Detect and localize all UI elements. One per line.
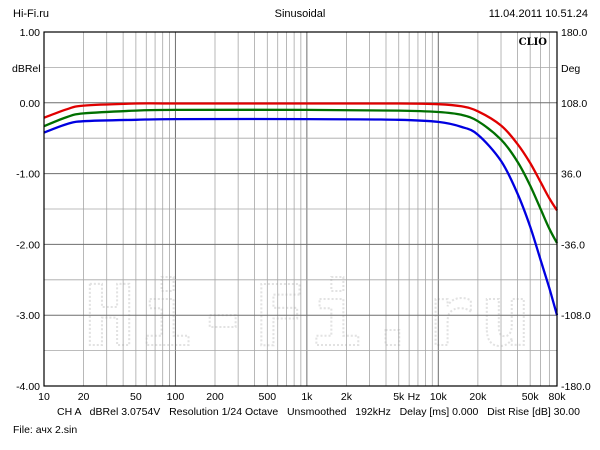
x-tick-label: 200 [206, 391, 224, 403]
x-tick-label: 1k [301, 391, 313, 403]
x-tick-label: 50k [522, 391, 540, 403]
x-tick-label: 10 [38, 391, 50, 403]
x-tick-label: 10k [430, 391, 448, 403]
y-tick-label-left: -1.00 [16, 169, 40, 181]
y-tick-label-right: 108.0 [561, 98, 587, 110]
brand-label: CLIO [519, 37, 548, 48]
watermark-logo: Hi-Fi.ru [84, 267, 537, 365]
y-tick-label-right: 180.0 [561, 27, 587, 39]
measurement-settings-line: CH A dBRel 3.0754V Resolution 1/24 Octav… [57, 406, 580, 418]
plot-frame [43, 31, 558, 387]
x-tick-label: 20k [469, 391, 487, 403]
series-line-3 [43, 117, 559, 316]
x-tick-label: 80k [549, 391, 567, 403]
y-tick-label-right: -108.0 [561, 310, 591, 322]
y-tick-label-left: 0.00 [20, 98, 41, 110]
header-signal-type: Sinusoidal [274, 8, 326, 20]
x-tick-label: 50 [130, 391, 142, 403]
x-tick-label: 500 [259, 391, 277, 403]
x-tick-label: 2k [341, 391, 353, 403]
x-tick-label: 20 [78, 391, 90, 403]
header-timestamp: 11.04.2011 10.51.24 [488, 8, 588, 20]
y-tick-label-right: 36.0 [561, 169, 582, 181]
y-tick-label-left: -2.00 [16, 239, 40, 251]
y-tick-label-left: 1.00 [20, 27, 41, 39]
x-tick-label: 5k [393, 391, 405, 403]
header-site-name: Hi-Fi.ru [13, 8, 50, 20]
y-axis-label-left: dBRel [12, 63, 41, 75]
file-name-line: File: ачх 2.sin [13, 424, 78, 436]
series-line-1 [43, 102, 558, 212]
y-tick-label-left: -4.00 [16, 381, 40, 393]
y-axis-label-right: Deg [561, 63, 580, 75]
y-tick-label-left: -3.00 [16, 310, 40, 322]
series-line-2 [43, 108, 559, 244]
x-tick-label: 100 [167, 391, 185, 403]
x-axis-unit-label: Hz [408, 391, 421, 403]
y-tick-label-right: -36.0 [561, 239, 585, 251]
y-tick-label-right: -180.0 [561, 381, 591, 393]
